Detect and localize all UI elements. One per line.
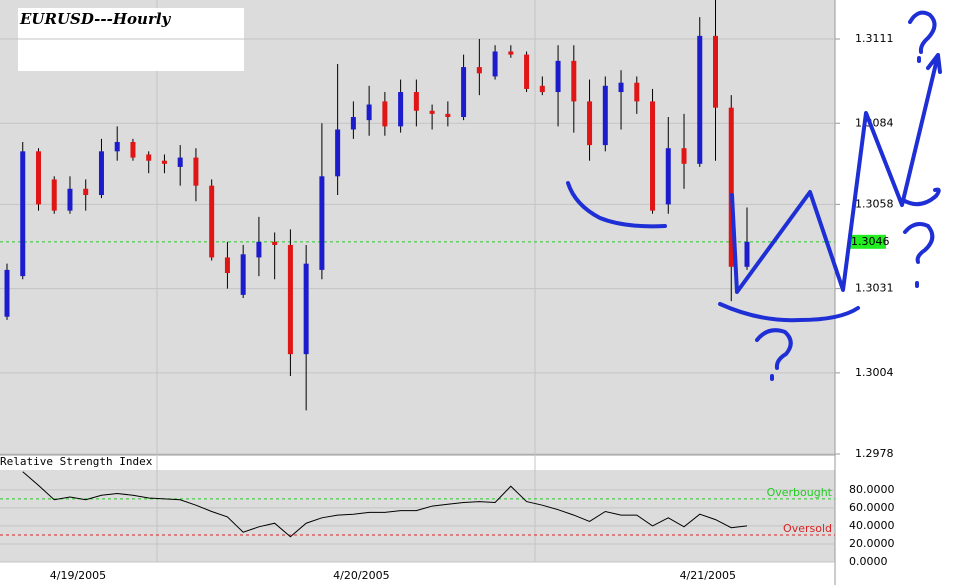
candle-body <box>618 82 624 93</box>
candle-body <box>98 151 104 196</box>
y-tick-label: 1.3111 <box>855 32 894 45</box>
candle-body <box>697 35 703 164</box>
candle-body <box>508 51 514 55</box>
y-tick-label: 1.2978 <box>855 447 894 460</box>
rsi-line <box>22 471 748 538</box>
y-tick-label: 1.3031 <box>855 282 894 295</box>
candle-body <box>398 92 404 127</box>
candle-body <box>161 160 167 164</box>
candle-body <box>571 60 577 102</box>
rsi-tick-label: 80.0000 <box>849 483 895 496</box>
candle-body <box>114 141 120 152</box>
candle-body <box>665 148 671 205</box>
drawn-question <box>901 187 941 207</box>
candle-body <box>335 129 341 177</box>
drawn-zigzag <box>730 53 942 294</box>
candle-body <box>4 269 10 317</box>
candle-body <box>20 151 26 277</box>
candle-body <box>728 107 734 267</box>
candle-body <box>256 241 262 258</box>
candle-body <box>224 257 230 274</box>
drawn-arc <box>566 181 667 229</box>
candle-body <box>382 101 388 127</box>
marks: 1.2978 1.3004 1.3031 1.3058 1.3084 1.3111 0.00… <box>0 0 895 582</box>
candle-body <box>51 179 57 211</box>
candle-body <box>744 241 750 267</box>
rsi-tick-label: 0.0000 <box>849 555 888 568</box>
candle-body <box>413 92 419 111</box>
rsi-level-label: Overbought <box>767 486 833 499</box>
last-price-label: 1.3046 <box>851 235 890 248</box>
candle-body <box>445 113 451 118</box>
candle-body <box>539 85 545 93</box>
candle-body <box>130 141 136 158</box>
chart-title: EURUSD---Hourly <box>19 10 172 28</box>
y-tick-label: 1.3058 <box>855 197 894 210</box>
candle-body <box>461 67 467 118</box>
candle-body <box>272 241 278 245</box>
candle-body <box>476 67 482 74</box>
drawn-question <box>903 222 935 288</box>
hand-drawing <box>566 10 942 381</box>
candle-body <box>303 263 309 355</box>
candle-body <box>713 35 719 108</box>
candle-body <box>681 148 687 164</box>
candle-body <box>650 101 656 211</box>
drawn-question <box>908 10 937 63</box>
candle-body <box>193 157 199 186</box>
candle-body <box>67 188 73 211</box>
candle-body <box>634 82 640 102</box>
x-tick-label: 4/20/2005 <box>333 569 389 582</box>
candle-body <box>602 85 608 146</box>
rsi-tick-label: 60.0000 <box>849 501 895 514</box>
candle-body <box>146 154 152 161</box>
candle-body <box>177 157 183 167</box>
candle-body <box>366 104 372 121</box>
candle-body <box>587 101 593 146</box>
rsi-tick-label: 20.0000 <box>849 537 895 550</box>
rsi-title: Relative Strength Index <box>0 455 153 468</box>
candle-body <box>287 244 293 355</box>
drawn-arc <box>718 302 860 323</box>
rsi-tick-label: 40.0000 <box>849 519 895 532</box>
candle-body <box>240 254 246 295</box>
candle-body <box>35 151 41 205</box>
candle-body <box>350 117 356 130</box>
y-tick-label: 1.3004 <box>855 366 894 379</box>
rsi-level-label: Oversold <box>783 522 832 535</box>
x-tick-label: 4/21/2005 <box>680 569 736 582</box>
candle-body <box>429 110 435 114</box>
y-tick-label: 1.3084 <box>855 116 894 129</box>
price-panel <box>0 0 835 455</box>
candle-body <box>492 51 498 77</box>
candle-body <box>555 60 561 93</box>
last-price-box <box>848 234 886 249</box>
candle-body <box>209 185 215 258</box>
x-tick-label: 4/19/2005 <box>50 569 106 582</box>
candle-body <box>83 188 89 196</box>
rsi-panel <box>0 470 835 562</box>
drawn-question <box>755 328 793 381</box>
candle-body <box>319 176 325 270</box>
candle-body <box>524 54 530 89</box>
